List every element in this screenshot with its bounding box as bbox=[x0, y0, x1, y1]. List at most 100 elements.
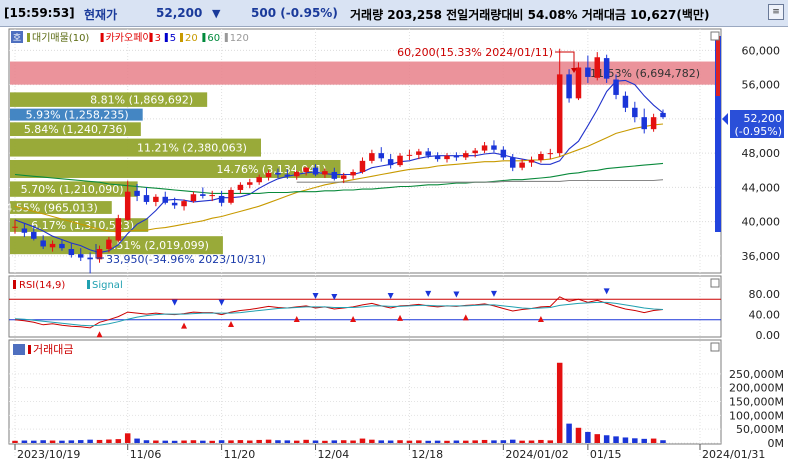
volume-bar bbox=[68, 440, 75, 443]
candle-body bbox=[603, 58, 610, 79]
candle-body bbox=[632, 107, 638, 118]
candle-body bbox=[209, 195, 215, 197]
price-panel-badge-label: 호 bbox=[13, 33, 21, 44]
candle-body bbox=[566, 74, 572, 99]
rsi-y-tick: 80.00 bbox=[749, 288, 781, 301]
volume-bar bbox=[519, 440, 525, 443]
x-axis-date: 12/18 bbox=[411, 448, 443, 461]
volume-bar bbox=[463, 440, 469, 443]
rsi-buy-arrow-icon bbox=[462, 314, 469, 321]
volume-bar bbox=[228, 440, 234, 443]
volume-bar bbox=[40, 440, 46, 443]
candle-body bbox=[12, 226, 18, 228]
rsi-y-tick: 0.00 bbox=[756, 329, 781, 342]
volume-profile-bar bbox=[10, 159, 341, 178]
rsi-sell-arrow-icon bbox=[387, 292, 394, 299]
rsi-lines bbox=[9, 288, 721, 338]
volume-bar bbox=[500, 440, 507, 443]
volume-profile-bar bbox=[10, 236, 223, 255]
y-axis-labels: 60,00056,00052,00048,00044,00040,00036,0… bbox=[729, 44, 784, 450]
candle-body bbox=[247, 182, 253, 185]
volume-panel-toggle-icon[interactable] bbox=[710, 342, 720, 352]
volume-y-tick: 50,000M bbox=[736, 423, 784, 436]
candle-body bbox=[134, 190, 140, 196]
x-axis-date: 11/06 bbox=[130, 448, 162, 461]
candle-body bbox=[312, 167, 319, 175]
candle-body bbox=[556, 74, 563, 154]
ma-line-60 bbox=[14, 162, 664, 194]
candle-body bbox=[190, 194, 197, 202]
legend-item: 120 bbox=[230, 33, 249, 44]
candle-body bbox=[425, 151, 431, 156]
high-annotation-leader bbox=[555, 51, 575, 68]
rsi-panel-toggle-icon[interactable] bbox=[710, 278, 720, 288]
volume-bar bbox=[556, 362, 563, 443]
candle-body bbox=[387, 159, 394, 166]
volume-legend-label: 거래대금 bbox=[33, 343, 73, 356]
candle-body bbox=[200, 194, 206, 196]
rsi-buy-arrow-icon bbox=[293, 315, 300, 322]
volume-bar bbox=[491, 440, 497, 443]
ma-line-5 bbox=[14, 79, 664, 254]
candle-body bbox=[340, 175, 347, 179]
rsi-line-signal bbox=[14, 301, 664, 327]
price-panel-toggle-icon[interactable] bbox=[710, 31, 720, 41]
volume-bar bbox=[613, 436, 619, 443]
rsi-buy-arrow-icon bbox=[228, 321, 234, 328]
volume-profile-bar bbox=[10, 108, 143, 121]
volume-bar bbox=[77, 440, 84, 443]
volume-stats: 거래량 203,258 전일거래량대비 54.08% 거래대금 10,627(백… bbox=[350, 8, 710, 22]
legend-item: 5 bbox=[170, 33, 176, 44]
candlesticks bbox=[12, 48, 666, 274]
price-y-tick: 44,000 bbox=[742, 181, 781, 194]
stock-chart[interactable]: 11.53% (6,694,782) 8.81% (1,869,692) 5.93%… bbox=[0, 26, 788, 465]
volume-bar bbox=[425, 440, 431, 443]
volume-bar bbox=[284, 440, 291, 443]
volume-bar bbox=[293, 440, 300, 443]
volume-bar bbox=[209, 440, 215, 443]
candle-body bbox=[406, 154, 413, 156]
signal-legend-label: Signal bbox=[92, 280, 123, 291]
candle-body bbox=[171, 202, 178, 206]
volume-profile-label: 4.55% (965,013) bbox=[5, 202, 98, 215]
candle-body bbox=[181, 201, 187, 207]
candle-body bbox=[594, 57, 601, 78]
rsi-legend-label: RSI(14,9) bbox=[19, 280, 65, 291]
volume-bar bbox=[331, 440, 338, 443]
candle-body bbox=[228, 189, 234, 203]
candle-body bbox=[397, 155, 403, 166]
volume-bar bbox=[275, 440, 281, 443]
candle-body bbox=[434, 155, 441, 160]
volume-profile-label: 11.21% (2,380,063) bbox=[137, 142, 247, 155]
legend-swatch bbox=[27, 33, 30, 42]
x-axis-date: 01/15 bbox=[590, 448, 622, 461]
volume-y-tick: 0M bbox=[768, 437, 785, 450]
volume-profile-label: 9.51% (2,019,099) bbox=[106, 239, 209, 252]
candle-body bbox=[265, 172, 272, 178]
menu-icon[interactable]: ≡ bbox=[768, 4, 784, 20]
current-price: 52,200 bbox=[156, 6, 203, 20]
rsi-y-tick: 40.00 bbox=[749, 309, 781, 322]
volume-bar bbox=[575, 427, 582, 443]
price-panel-badge[interactable] bbox=[11, 31, 23, 43]
volume-profile-label: 14.76% (3,134,041) bbox=[216, 163, 326, 176]
candle-body bbox=[218, 195, 225, 203]
price-change: 500 (-0.95%) bbox=[251, 6, 338, 20]
volume-bar bbox=[162, 440, 169, 443]
volume-bar bbox=[453, 440, 460, 443]
candle-body bbox=[31, 231, 37, 239]
rsi-buy-arrow-icon bbox=[96, 331, 103, 338]
legend-item: 60 bbox=[207, 33, 220, 44]
volume-bar bbox=[247, 440, 253, 443]
volume-profile-label: 11.53% (6,694,782) bbox=[590, 67, 700, 80]
price-y-tick: 56,000 bbox=[742, 79, 781, 92]
candle-body bbox=[369, 153, 375, 161]
legend-swatch bbox=[100, 33, 104, 42]
candle-body bbox=[256, 177, 262, 183]
volume-bar bbox=[200, 440, 206, 443]
volume-bar bbox=[106, 439, 112, 443]
volume-bar bbox=[660, 440, 666, 443]
volume-panel-badge[interactable] bbox=[13, 344, 25, 355]
volume-bar bbox=[369, 439, 375, 443]
legend-item: 카카오페이 bbox=[106, 32, 152, 44]
